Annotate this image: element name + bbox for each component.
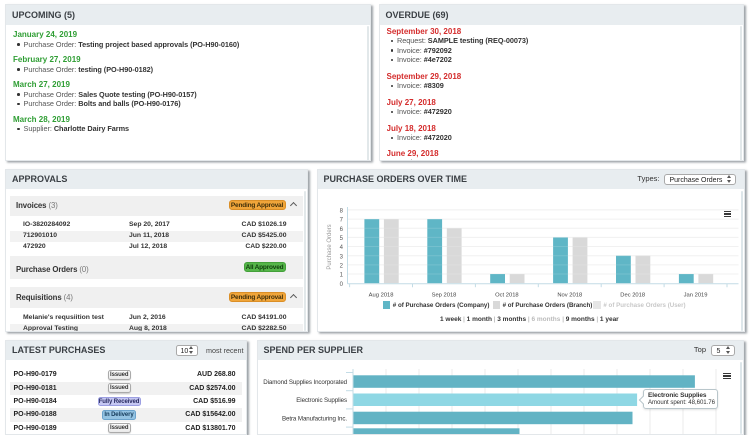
- svg-text:Diamond Supplies Incorporated: Diamond Supplies Incorporated: [263, 378, 347, 385]
- svg-text:1: 1: [339, 272, 343, 278]
- svg-text:Sep 2018: Sep 2018: [431, 292, 456, 298]
- svg-text:Purchase Orders: Purchase Orders: [327, 224, 333, 269]
- svg-text:Jan 2019: Jan 2019: [683, 292, 707, 298]
- svg-text:8: 8: [339, 208, 343, 214]
- svg-text:7: 7: [339, 217, 343, 223]
- svg-text:0: 0: [339, 281, 343, 287]
- svg-text:Betra Manufacturing Inc.: Betra Manufacturing Inc.: [281, 415, 346, 422]
- svg-text:Electronic Supplies: Electronic Supplies: [296, 397, 347, 404]
- svg-text:6: 6: [339, 226, 343, 232]
- svg-text:Aug 2018: Aug 2018: [368, 292, 393, 298]
- svg-text:2: 2: [339, 263, 343, 269]
- svg-text:Nov 2018: Nov 2018: [557, 292, 582, 298]
- svg-text:Oct 2018: Oct 2018: [495, 292, 519, 298]
- svg-text:4: 4: [339, 245, 343, 251]
- svg-text:Dec 2018: Dec 2018: [620, 292, 645, 298]
- svg-text:5: 5: [339, 236, 343, 242]
- svg-text:3: 3: [339, 254, 343, 260]
